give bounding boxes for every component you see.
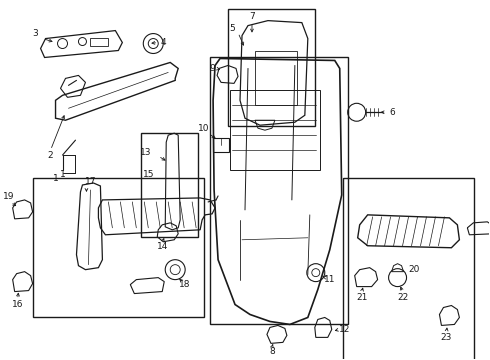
Text: 2: 2 xyxy=(48,150,53,159)
Text: 23: 23 xyxy=(441,333,452,342)
Text: 19: 19 xyxy=(3,193,14,202)
Text: 14: 14 xyxy=(156,242,168,251)
Text: 11: 11 xyxy=(324,275,336,284)
Text: 8: 8 xyxy=(269,347,275,356)
Bar xyxy=(141,133,198,237)
Text: 12: 12 xyxy=(339,325,350,334)
Text: 6: 6 xyxy=(390,108,395,117)
Text: 4: 4 xyxy=(160,38,166,47)
Text: 18: 18 xyxy=(179,280,191,289)
Bar xyxy=(91,37,108,45)
Bar xyxy=(255,50,297,105)
Text: 1: 1 xyxy=(52,174,58,183)
Text: 3: 3 xyxy=(33,29,39,38)
Text: 7: 7 xyxy=(249,12,255,21)
Bar xyxy=(33,178,204,318)
Text: 9: 9 xyxy=(209,64,215,73)
Text: 17: 17 xyxy=(85,177,96,186)
Bar xyxy=(228,9,315,126)
Text: 22: 22 xyxy=(397,293,408,302)
Bar xyxy=(210,58,348,324)
Bar xyxy=(213,138,229,152)
Bar xyxy=(230,90,320,170)
Text: 13: 13 xyxy=(140,148,151,157)
Text: 20: 20 xyxy=(409,265,420,274)
Bar xyxy=(343,178,474,360)
Text: 16: 16 xyxy=(12,300,24,309)
Text: 10: 10 xyxy=(198,124,210,133)
Text: 1: 1 xyxy=(60,170,65,179)
Text: 21: 21 xyxy=(356,293,368,302)
Text: 5: 5 xyxy=(229,24,235,33)
Text: 15: 15 xyxy=(143,170,154,179)
